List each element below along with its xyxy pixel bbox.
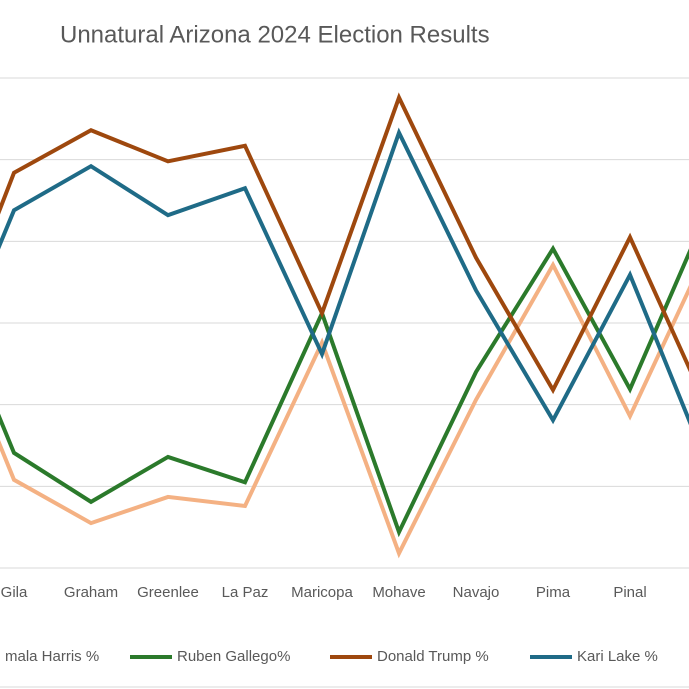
x-tick-label: Greenlee	[137, 584, 199, 601]
series-line	[0, 127, 689, 426]
x-tick-label: Navajo	[453, 584, 500, 601]
x-tick-label: Mohave	[372, 584, 425, 601]
chart-title: Unnatural Arizona 2024 Election Results	[60, 21, 490, 48]
x-tick-label: Pima	[536, 584, 571, 601]
x-tick-label: La Paz	[222, 584, 269, 601]
legend-label: Donald Trump %	[377, 648, 489, 665]
legend-label: Ruben Gallego%	[177, 648, 290, 665]
series-line	[0, 92, 689, 395]
x-tick-label: Pinal	[613, 584, 646, 601]
x-tick-label: Graham	[64, 584, 118, 601]
x-tick-label: Maricopa	[291, 584, 353, 601]
x-tick-label: Gila	[1, 584, 28, 601]
series-line	[0, 260, 689, 559]
legend-label: Kari Lake %	[577, 648, 658, 665]
legend-label: mala Harris %	[5, 648, 99, 665]
